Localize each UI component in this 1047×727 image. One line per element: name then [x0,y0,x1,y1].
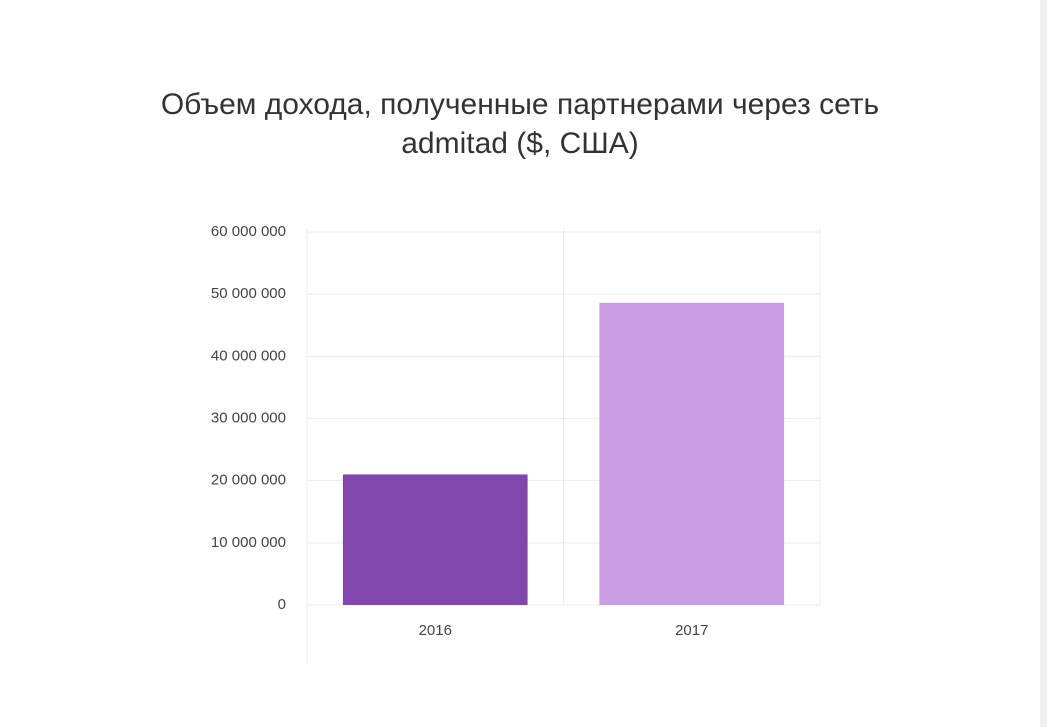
y-tick-label: 30 000 000 [211,409,286,426]
y-tick-label: 10 000 000 [211,534,286,551]
y-tick-label: 50 000 000 [211,285,286,302]
bar [599,302,785,605]
scrollbar-strip [1040,0,1047,727]
x-tick-label: 2016 [419,622,452,639]
y-tick-label: 40 000 000 [211,347,286,364]
y-tick-label: 20 000 000 [211,472,286,489]
chart-title: Объем дохода, полученные партнерами чере… [160,88,880,160]
x-tick-label: 2017 [675,622,708,639]
y-tick-label: 60 000 000 [211,223,286,240]
y-tick-label: 0 [278,596,286,613]
bar [342,474,528,605]
